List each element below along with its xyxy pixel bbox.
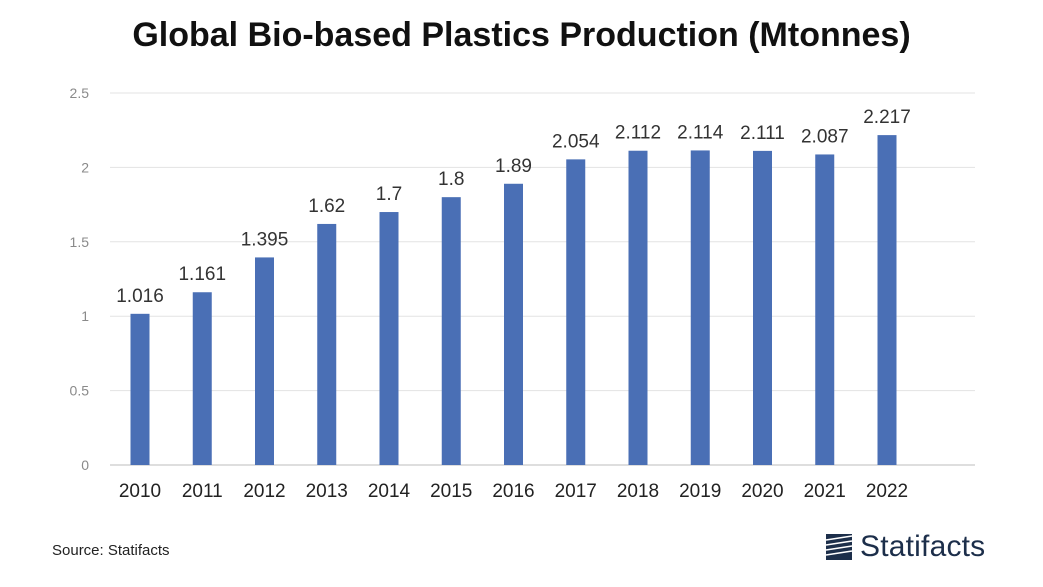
data-label: 2.112 [615, 123, 661, 144]
y-tick-label: 0.5 [70, 383, 90, 399]
bar [815, 154, 835, 465]
y-tick-label: 2.5 [70, 85, 90, 101]
x-tick-label: 2015 [430, 481, 472, 502]
x-tick-label: 2017 [555, 481, 597, 502]
bar [877, 135, 897, 465]
x-tick-label: 2013 [306, 481, 348, 502]
x-tick-label: 2016 [492, 481, 534, 502]
data-labels: 1.016 1.161 1.395 1.62 1.7 1.8 1.89 2.054 2.112 2… [116, 107, 911, 307]
bar [441, 197, 461, 465]
statifacts-logo-icon [825, 534, 853, 560]
bar [753, 150, 772, 466]
statifacts-logo: Statifacts [824, 530, 985, 564]
y-tick-label: 2 [81, 159, 89, 175]
x-tick-label: 2012 [243, 481, 285, 502]
bar [130, 313, 150, 465]
x-tick-label: 2021 [804, 481, 846, 502]
data-label: 1.161 [178, 264, 226, 285]
bar [566, 159, 586, 465]
y-tick-label: 1.5 [70, 234, 90, 250]
data-label: 1.395 [241, 229, 289, 250]
data-label: 2.054 [552, 131, 600, 152]
source-note: Source: Statifacts [52, 542, 170, 559]
bar [379, 212, 399, 465]
data-label: 1.89 [495, 156, 532, 177]
data-label: 1.62 [308, 196, 345, 217]
gridlines [110, 92, 975, 466]
chart-title: Global Bio-based Plastics Production (Mt… [132, 16, 911, 54]
data-label: 1.016 [116, 286, 164, 307]
data-label: 2.114 [677, 122, 724, 143]
y-axis-ticks: 0 0.5 1 1.5 2 2.5 [70, 85, 90, 473]
bars [130, 135, 897, 466]
data-label: 1.7 [376, 184, 402, 205]
x-tick-label: 2019 [679, 481, 721, 502]
data-label: 2.111 [740, 123, 785, 144]
bar [317, 223, 337, 465]
bar [628, 150, 648, 465]
data-label: 2.087 [801, 126, 849, 147]
x-tick-label: 2011 [182, 481, 223, 502]
x-tick-label: 2010 [119, 481, 161, 502]
data-label: 2.217 [863, 107, 911, 128]
bar [690, 150, 710, 465]
logo-text: Statifacts [860, 530, 986, 563]
x-tick-label: 2020 [741, 481, 783, 502]
bar [192, 292, 212, 465]
x-tick-label: 2014 [368, 481, 411, 502]
x-tick-label: 2018 [617, 481, 659, 502]
x-tick-label: 2022 [866, 481, 908, 502]
bar [255, 257, 274, 465]
y-tick-label: 0 [81, 457, 89, 473]
data-label: 1.8 [438, 169, 464, 190]
y-tick-label: 1 [81, 308, 89, 324]
bar [504, 183, 523, 465]
x-axis-ticks: 2010 2011 2012 2013 2014 2015 2016 2017 2018 2019… [119, 481, 908, 502]
